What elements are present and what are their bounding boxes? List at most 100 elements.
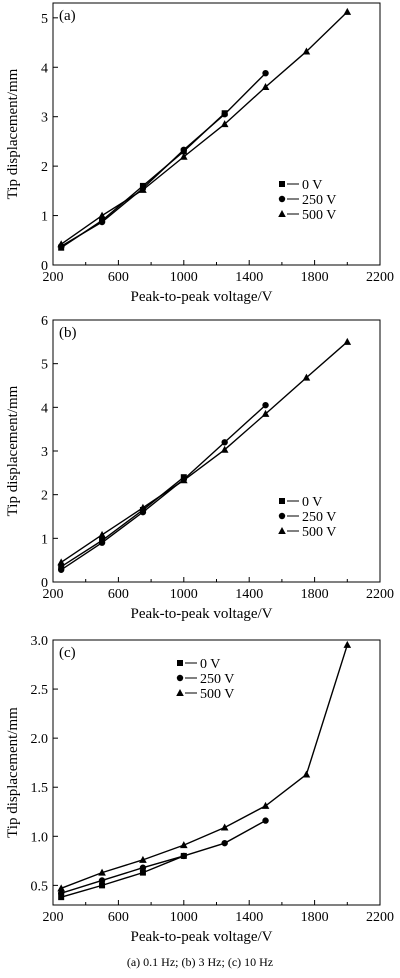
data-point-series-2 — [180, 852, 187, 860]
chart-panel-1: 200 600 1000 1400 1800 2200 0 1 2 3 4 5 Peak-to-peak… — [5, 2, 394, 305]
y-tick-label: 1.5 — [31, 781, 49, 796]
x-tick-label: 600 — [108, 587, 129, 602]
legend-label-2: 250 V — [302, 510, 336, 525]
legend-label-3: 500 V — [302, 525, 336, 540]
legend-marker-1 — [177, 660, 183, 666]
x-tick-label: 1800 — [301, 587, 329, 602]
y-tick-label: 1 — [41, 532, 48, 547]
y-tick-label: 4 — [41, 401, 48, 416]
y-tick-label: 1 — [41, 210, 48, 225]
y-tick-label: 3 — [41, 111, 48, 126]
data-point-series-2 — [221, 111, 228, 118]
x-tick-label: 2200 — [366, 270, 394, 285]
y-tick-label: 0 — [41, 259, 48, 274]
data-point-series-3 — [343, 640, 352, 648]
data-point-series-3 — [139, 503, 147, 511]
data-point-series-1 — [139, 869, 146, 876]
x-tick-label: 1400 — [235, 587, 263, 602]
series-line-2 — [60, 404, 267, 571]
y-tick-label: 2.5 — [31, 683, 49, 698]
x-tick-label: 200 — [43, 587, 64, 602]
y-axis-label: Tip displacement/mm — [5, 68, 21, 199]
data-point-series-2 — [221, 439, 228, 446]
data-point-series-3 — [98, 868, 106, 876]
x-tick-label: 1000 — [170, 910, 198, 925]
data-point-series-3 — [302, 770, 311, 778]
data-point-series-3 — [220, 445, 229, 453]
data-point-series-3 — [220, 823, 229, 831]
legend-label-1: 0 V — [200, 657, 220, 672]
x-tick-label: 2200 — [366, 587, 394, 602]
data-point-series-2 — [57, 566, 65, 573]
legend-marker-3 — [278, 210, 286, 217]
y-tick-label: 5 — [41, 358, 48, 373]
x-tick-label: 1000 — [170, 270, 198, 285]
x-tick-label: 2200 — [366, 910, 394, 925]
x-tick-label: 1800 — [301, 910, 329, 925]
legend-marker-1 — [279, 498, 285, 504]
legend-label-2: 250 V — [200, 672, 234, 687]
legend-label-1: 0 V — [302, 178, 322, 193]
series-line-3 — [60, 341, 348, 563]
data-point-series-3 — [261, 409, 270, 417]
y-tick-label: 0 — [41, 576, 48, 591]
plot-frame — [52, 2, 381, 266]
series-line-1 — [60, 855, 185, 898]
x-tick-label: 1000 — [170, 587, 198, 602]
series-line-3 — [60, 11, 348, 245]
data-point-series-3 — [180, 476, 188, 484]
y-axis-label: Tip displacement/mm — [5, 385, 21, 516]
data-point-series-2 — [139, 864, 147, 871]
data-point-series-2 — [262, 401, 269, 409]
y-tick-label: 1.0 — [31, 830, 49, 845]
data-point-series-3 — [302, 47, 311, 55]
legend-marker-2 — [278, 195, 286, 203]
data-point-series-3 — [98, 530, 106, 538]
panel-label: (b) — [59, 325, 77, 341]
data-point-series-3 — [220, 120, 229, 128]
data-point-series-2 — [98, 539, 106, 546]
y-tick-label: 4 — [41, 61, 48, 76]
data-point-series-1 — [58, 894, 65, 901]
data-point-series-3 — [343, 337, 352, 345]
legend-label-2: 250 V — [302, 193, 336, 208]
legend-marker-3 — [176, 689, 184, 696]
data-point-series-2 — [98, 218, 106, 226]
data-point-series-3 — [261, 83, 270, 91]
data-point-series-2 — [180, 146, 187, 154]
y-axis-label: Tip displacement/mm — [5, 707, 21, 838]
data-point-series-3 — [343, 7, 352, 15]
chart-panel-3: 200 600 1000 1400 1800 2200 0.5 1.0 1.5 2.0 2.5 3.0… — [5, 634, 394, 945]
x-axis-label: Peak-to-peak voltage/V — [130, 929, 272, 945]
x-tick-label: 200 — [43, 270, 64, 285]
y-tick-label: 3 — [41, 445, 48, 460]
legend-label-3: 500 V — [302, 208, 336, 223]
legend-label-3: 500 V — [200, 687, 234, 702]
y-tick-label: 2 — [41, 489, 48, 504]
y-tick-label: 2.0 — [31, 732, 49, 747]
data-point-series-2 — [262, 69, 269, 77]
x-tick-label: 600 — [108, 270, 129, 285]
data-point-series-3 — [261, 801, 270, 809]
data-point-series-3 — [98, 211, 106, 219]
legend-marker-1 — [279, 181, 285, 187]
y-tick-label: 3.0 — [31, 634, 49, 649]
data-point-series-2 — [98, 877, 106, 884]
data-point-series-2 — [262, 817, 269, 824]
series-line-3 — [60, 644, 348, 889]
series-line-2 — [60, 72, 267, 247]
chart-panel-2: 200 600 1000 1400 1800 2200 0 1 2 3 4 5 6 Peak-to-pea… — [5, 314, 394, 622]
data-point-series-3 — [139, 185, 147, 193]
data-point-series-3 — [57, 558, 65, 566]
legend-marker-2 — [278, 512, 286, 520]
data-point-series-3 — [302, 373, 311, 381]
legend-marker-3 — [278, 527, 286, 534]
data-point-series-3 — [139, 855, 147, 863]
data-point-series-1 — [99, 882, 106, 889]
series-line-2 — [60, 819, 266, 894]
y-tick-label: 2 — [41, 160, 48, 175]
panel-label: (c) — [59, 645, 76, 661]
x-tick-label: 200 — [43, 910, 64, 925]
data-point-series-2 — [57, 890, 65, 897]
